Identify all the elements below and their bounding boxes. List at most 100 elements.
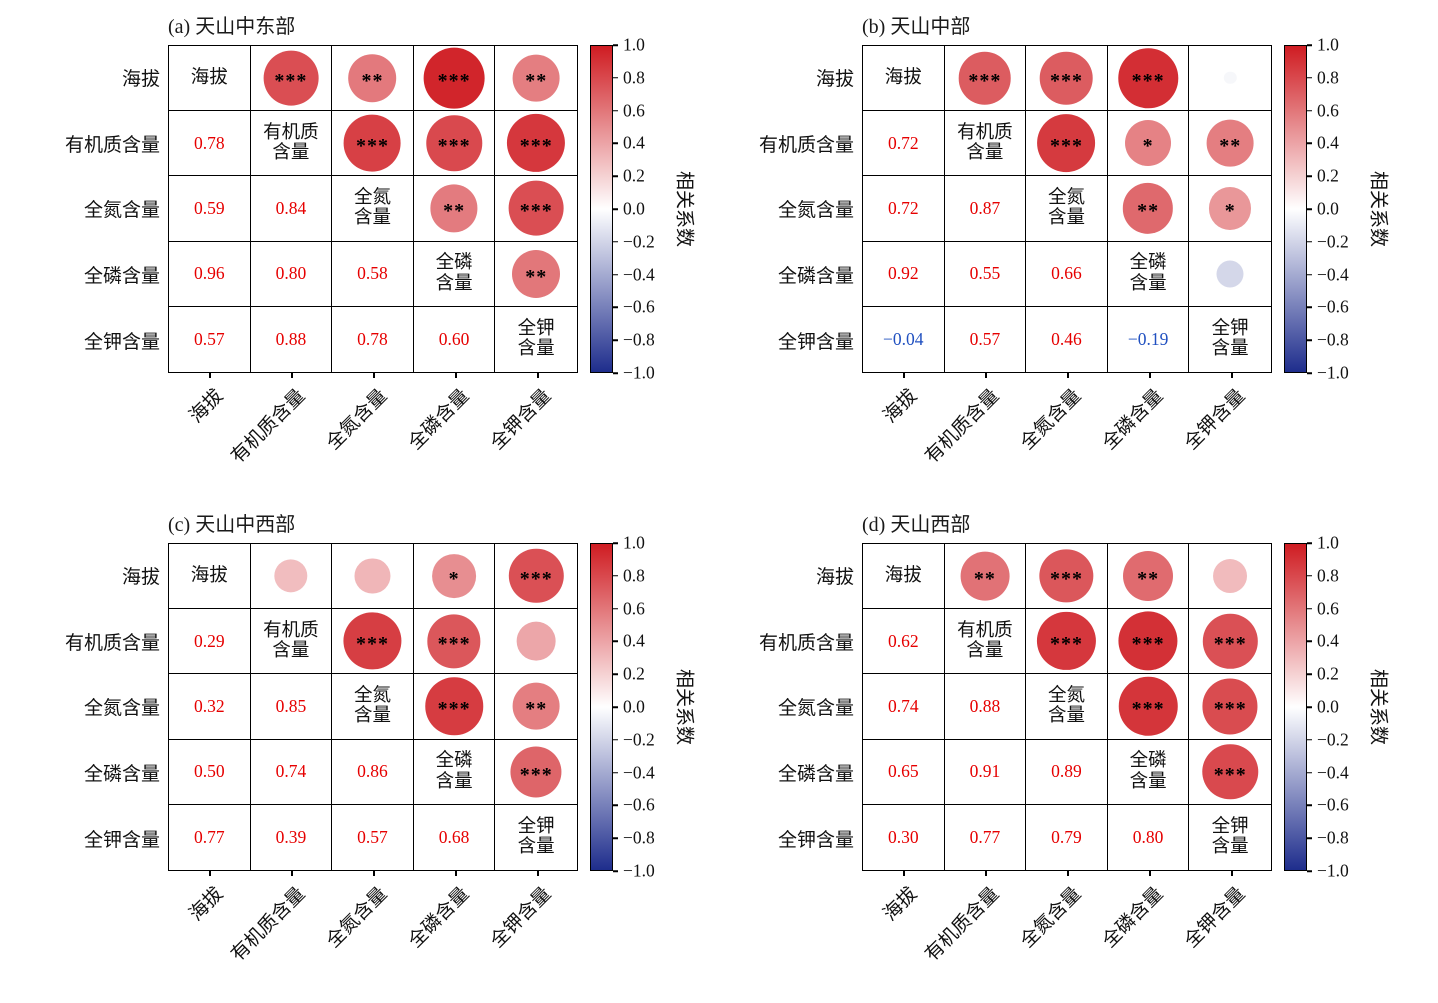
colorbar-tick xyxy=(613,542,618,544)
colorbar-tick-label: 0.0 xyxy=(1317,198,1339,219)
colorbar-title-text: 相关系数 xyxy=(1367,668,1389,746)
corr-value: 0.57 xyxy=(357,826,388,847)
corr-circle xyxy=(348,54,397,102)
colorbar-tick xyxy=(1307,706,1312,708)
diagonal-label: 全氮 含量 xyxy=(353,685,391,727)
correlation-matrix: 海拔 * *** 0.29 有机质 含量 *** *** 0.32 0.85 全氮 含量 *** **… xyxy=(168,543,578,871)
x-axis-tick xyxy=(903,871,905,876)
corr-circle xyxy=(508,548,564,604)
significance-stars: *** xyxy=(437,698,471,721)
colorbar-tick xyxy=(613,575,618,577)
corr-value: 0.58 xyxy=(357,263,388,284)
corr-value-cell: 0.89 xyxy=(1026,739,1108,805)
colorbar-tick-label: 0.4 xyxy=(1317,630,1339,651)
colorbar-tick xyxy=(1307,273,1312,276)
corr-value: 0.85 xyxy=(275,695,307,716)
corr-value-cell: 0.39 xyxy=(251,804,333,870)
colorbar-tick xyxy=(613,607,618,610)
colorbar-tick-label: 1.0 xyxy=(623,34,645,55)
significance-stars: * xyxy=(448,567,460,590)
corr-value: −0.19 xyxy=(1127,328,1169,349)
colorbar-tick-label: −1.0 xyxy=(623,362,655,383)
significance-stars: *** xyxy=(1213,763,1247,786)
colorbar-tick xyxy=(1307,339,1312,341)
colorbar-tick xyxy=(613,44,618,46)
colorbar-tick-labels: 1.0 0.8 0.6 0.4 0.2 0.0 −0.2 −0.4 −0.6 −0.8 −1.0 xyxy=(1317,35,1372,383)
row-label: 海拔 xyxy=(815,69,854,91)
corr-circle-cell: *** xyxy=(1107,674,1190,740)
corr-value-cell: 0.66 xyxy=(1026,241,1108,307)
corr-circle xyxy=(512,54,560,102)
corr-value: 0.57 xyxy=(193,328,225,349)
significance-stars: ** xyxy=(1137,567,1160,590)
significance-stars: *** xyxy=(1131,698,1165,721)
colorbar-tick-label: 0.2 xyxy=(623,663,645,684)
corr-value: 0.88 xyxy=(275,328,307,349)
corr-circle-cell: *** xyxy=(332,111,414,177)
corr-circle-cell: ** xyxy=(1189,111,1271,177)
corr-value-cell: 0.58 xyxy=(332,241,414,307)
x-axis-tick xyxy=(209,373,211,378)
diagonal-label: 全磷 含量 xyxy=(1129,252,1167,294)
correlation-matrix: 海拔 *** *** *** 0.72 有机质 含量 *** * ** 0.72 0.87 全氮 含量… xyxy=(862,45,1272,373)
x-axis-tick xyxy=(1067,871,1069,876)
colorbar-tick xyxy=(613,109,618,112)
colorbar-tick-label: −0.2 xyxy=(623,729,655,750)
corr-value: 0.89 xyxy=(1051,761,1082,782)
diagonal-cell: 全磷 含量 xyxy=(413,241,496,307)
panel-title: (c) 天山中西部 xyxy=(168,514,296,536)
colorbar xyxy=(1284,45,1307,373)
corr-value-cell: 0.77 xyxy=(169,804,251,870)
corr-value: 0.72 xyxy=(887,197,919,218)
significance-stars: ** xyxy=(1219,135,1242,158)
colorbar-tick-label: 0.6 xyxy=(1317,100,1339,121)
col-label: 全氮含量 xyxy=(322,385,392,455)
corr-value: 0.96 xyxy=(193,263,225,284)
diagonal-label: 有机质 含量 xyxy=(263,122,319,164)
panel-c: (c) 天山中西部 海拔 有机质含量 全氮含量 全磷含量 全钾含量 海拔 * *** 0.29… xyxy=(58,506,738,1001)
diagonal-label: 全氮 含量 xyxy=(1047,187,1085,229)
corr-circle-cell: * xyxy=(1107,111,1190,177)
corr-circle xyxy=(1118,611,1178,671)
row-label: 全氮含量 xyxy=(83,698,160,720)
corr-circle xyxy=(274,559,308,593)
col-label: 全磷含量 xyxy=(404,883,474,953)
corr-value-cell: 0.87 xyxy=(944,176,1027,242)
corr-value-cell: 0.65 xyxy=(863,739,945,805)
corr-value: 0.46 xyxy=(1051,328,1082,349)
corr-value-cell: 0.57 xyxy=(169,306,251,372)
col-label: 有机质含量 xyxy=(921,385,1004,468)
colorbar-tick-label: −0.8 xyxy=(623,329,655,350)
colorbar-tick xyxy=(1307,241,1312,243)
significance-stars: *** xyxy=(355,135,389,158)
corr-value: 0.92 xyxy=(887,263,919,284)
row-label: 全钾含量 xyxy=(83,829,160,851)
colorbar-tick xyxy=(1307,542,1312,544)
colorbar-tick-label: 0.8 xyxy=(623,565,645,586)
row-label: 全钾含量 xyxy=(777,829,854,851)
significance-stars: *** xyxy=(968,69,1002,92)
significance-stars: * xyxy=(1224,200,1236,223)
corr-circle xyxy=(1123,551,1174,602)
colorbar-tick-label: −0.6 xyxy=(1317,794,1349,815)
corr-circle-cell xyxy=(250,544,333,610)
corr-value: 0.80 xyxy=(275,263,307,284)
corr-circle xyxy=(344,114,401,172)
colorbar-tick-label: 0.4 xyxy=(1317,132,1339,153)
corr-value-cell: 0.96 xyxy=(169,241,251,307)
colorbar-tick-label: 1.0 xyxy=(1317,34,1339,55)
col-label: 海拔 xyxy=(185,385,228,428)
corr-circle xyxy=(1202,614,1258,669)
colorbar-tick xyxy=(613,175,618,177)
colorbar-tick xyxy=(613,241,618,243)
corr-circle-cell: *** xyxy=(413,111,496,177)
colorbar-tick-label: −0.6 xyxy=(623,794,655,815)
col-label: 全氮含量 xyxy=(1016,385,1086,455)
colorbar-tick-label: 0.8 xyxy=(623,67,645,88)
y-axis-labels: 海拔 有机质含量 全氮含量 全磷含量 全钾含量 xyxy=(58,45,160,373)
colorbar-tick xyxy=(1307,208,1312,210)
corr-value-cell: 0.57 xyxy=(945,306,1027,372)
corr-circle xyxy=(1118,48,1178,108)
diagonal-cell: 全钾 含量 xyxy=(495,307,577,372)
colorbar-tick-label: 0.0 xyxy=(623,198,645,219)
